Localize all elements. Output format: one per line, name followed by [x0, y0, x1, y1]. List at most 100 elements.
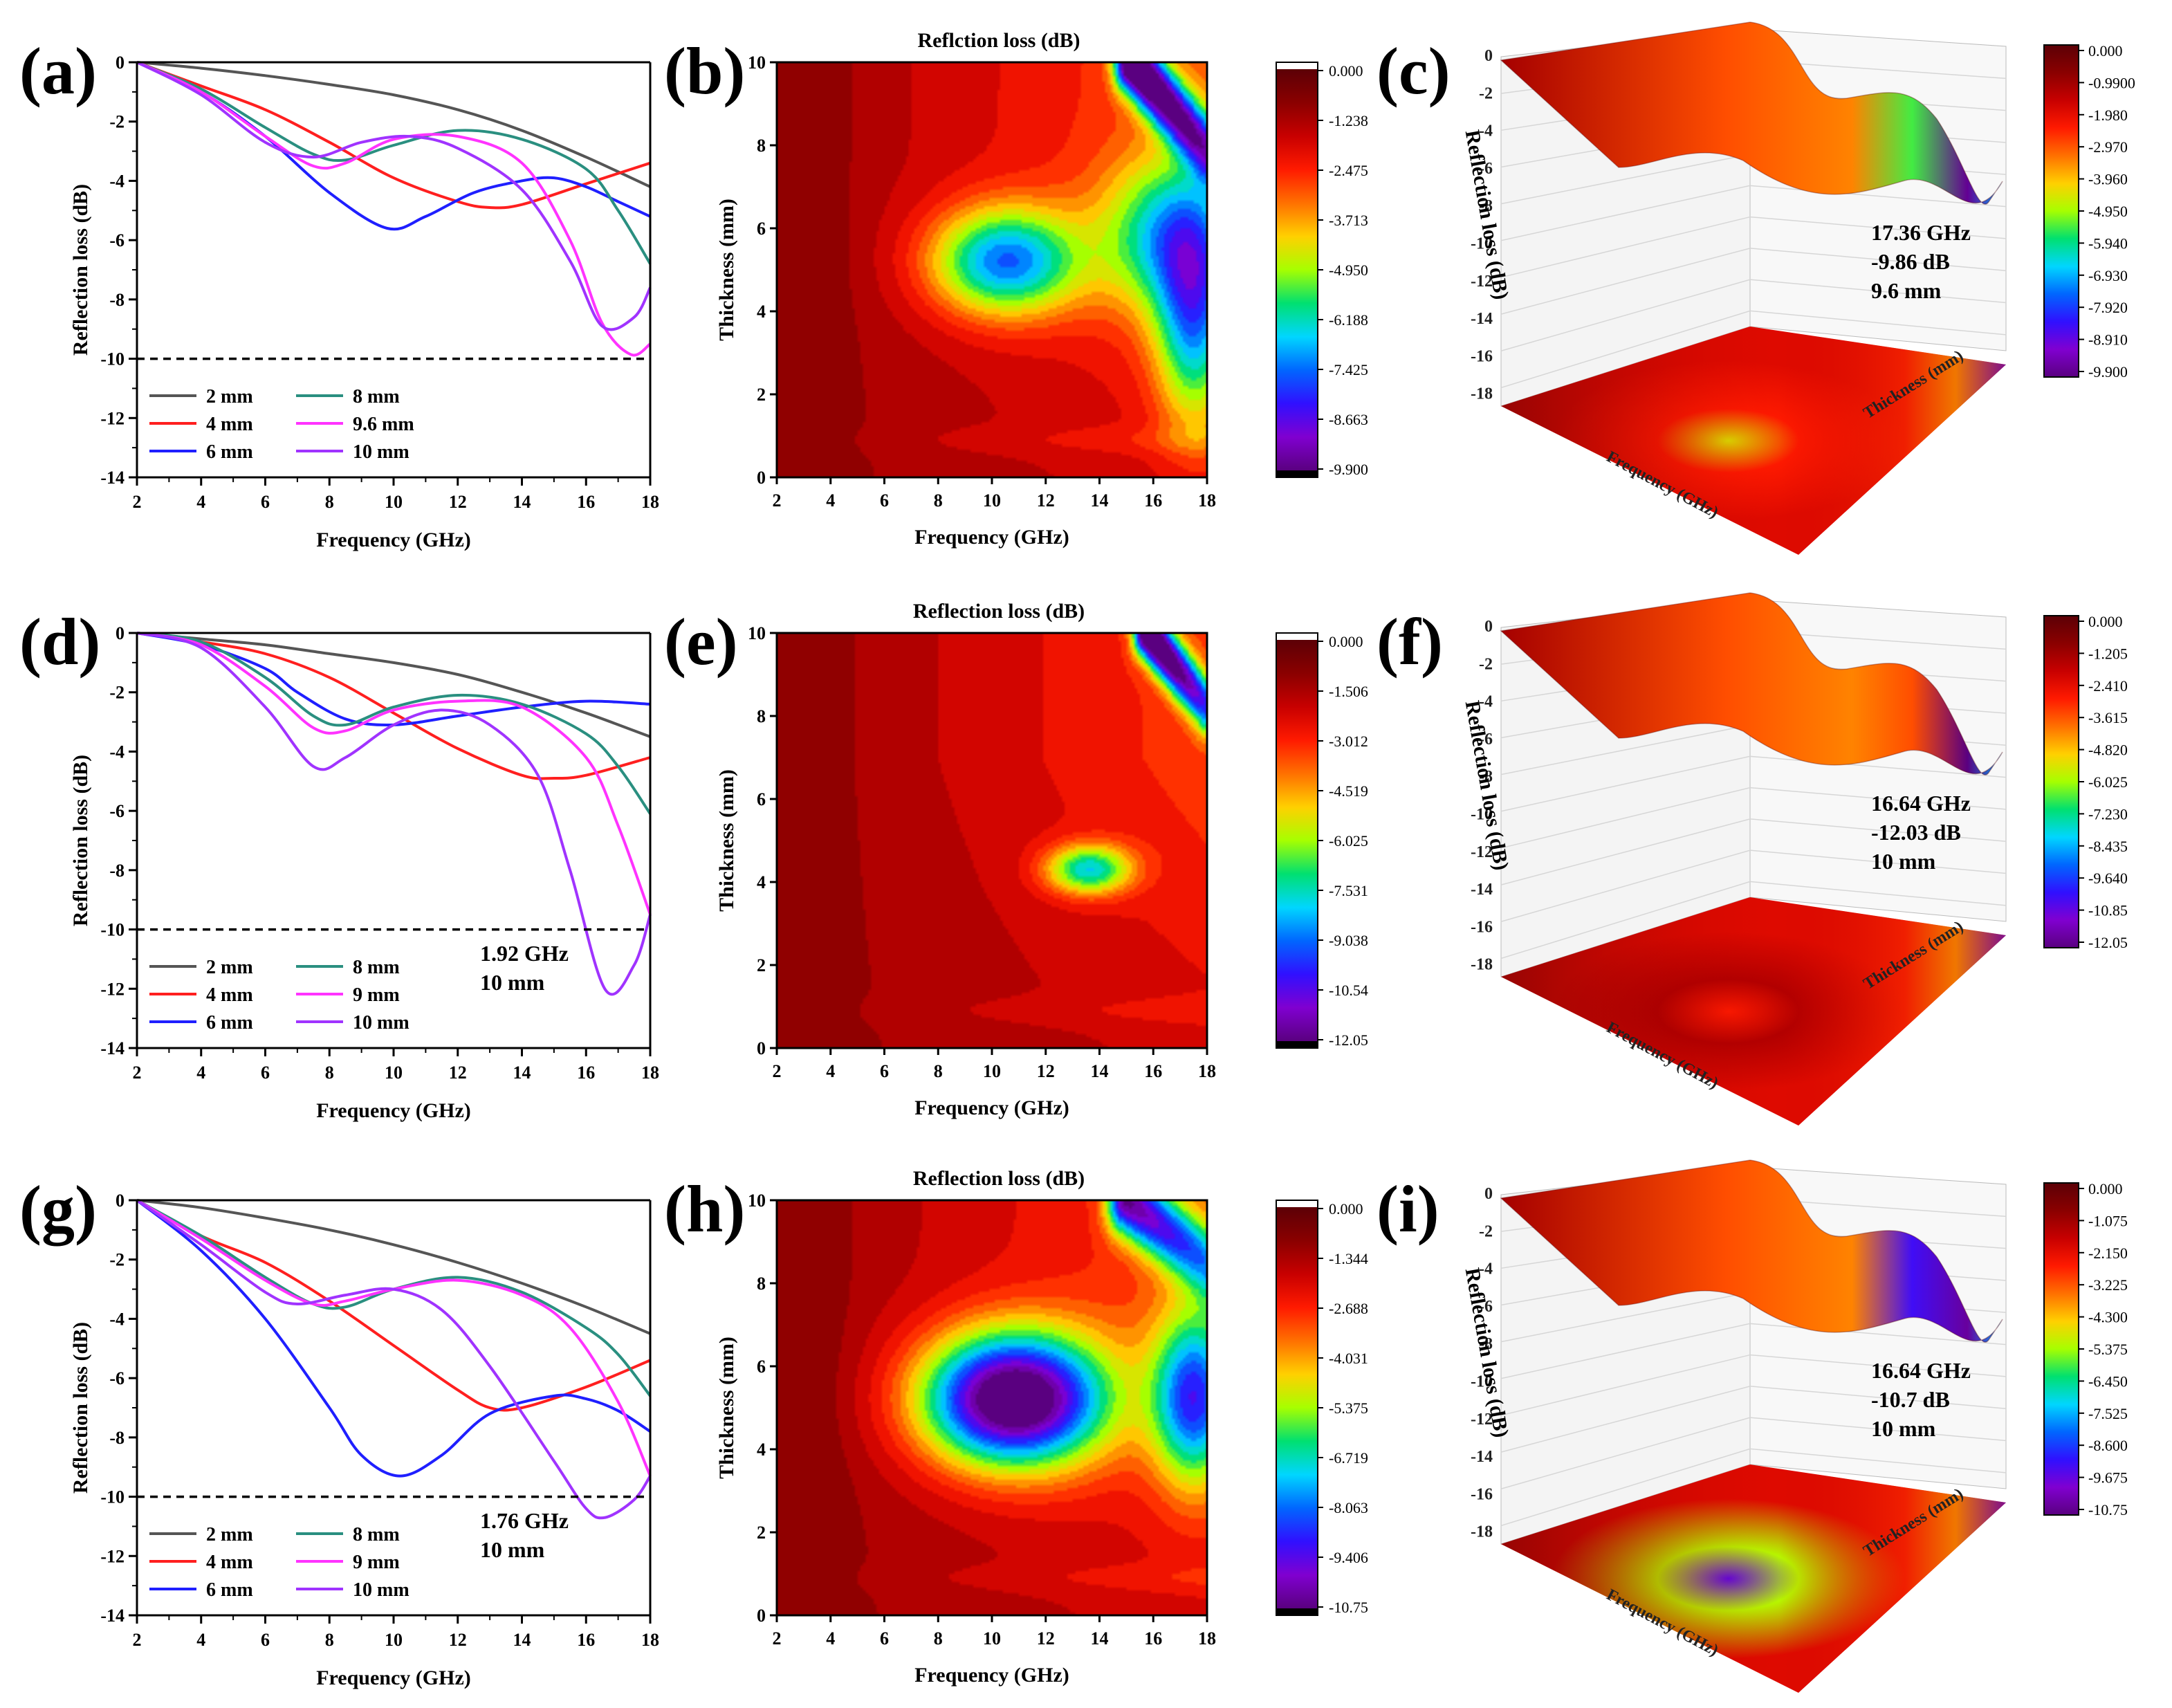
z-tick-label: -16 — [1471, 918, 1493, 936]
y-tick-label: 6 — [757, 789, 766, 809]
x-tick-label: 8 — [934, 1628, 943, 1649]
z-tick-label: -18 — [1471, 956, 1493, 974]
y-tick-label: 10 — [748, 623, 766, 643]
z-tick-label: -8 — [1479, 1335, 1493, 1353]
legend-label: 6 mm — [206, 1012, 253, 1034]
y-tick-label: 10 — [748, 53, 766, 73]
x-tick-label: 18 — [1198, 490, 1216, 511]
series-line-8-mm — [136, 61, 652, 265]
y-tick-label: -12 — [100, 408, 125, 428]
legend: 2 mm 4 mm 6 mm 8 mm 9 mm 10 mm — [149, 957, 409, 1034]
series-line-8-mm — [136, 632, 652, 815]
colorbar-tick-label: -5.375 — [2088, 1341, 2128, 1358]
y-tick-label: 0 — [116, 53, 125, 73]
peak-annotation: -10.7 dB — [1871, 1387, 1950, 1412]
grid-line — [1500, 185, 2007, 241]
heatmap-h: (h) Reflection loss (dB)2 4 6 8 10 12 14 16 18024… — [664, 1167, 1216, 1687]
colorbar-tick-label: -2.150 — [2088, 1245, 2128, 1262]
colorbar-b: 0.000 -1.238 -2.475 -3.713 -4.950 -6.188 -7.42… — [1276, 62, 1368, 478]
grid-line — [1500, 1354, 2007, 1416]
legend-label: 9 mm — [353, 1552, 400, 1573]
z-tick-label: -10 — [1471, 1373, 1493, 1391]
line-chart-d: (d) 2 4 6 8 10 12 14 16 18 0 -2 -4 -6 -8 -10 -12 -14 Frequ… — [19, 605, 659, 1122]
x-axis-label: Frequency (GHz) — [914, 1096, 1069, 1119]
y-tick-label: -14 — [100, 1606, 125, 1626]
y-axis-label: Thickness (mm) — [715, 199, 738, 341]
colorbar-tick-label: -10.85 — [2088, 902, 2128, 919]
x-tick-label: 16 — [1144, 1061, 1162, 1081]
colorbar-tick-label: -8.663 — [1329, 411, 1368, 428]
colorbar-tick-label: -0.9900 — [2088, 74, 2135, 91]
x-tick-label: 16 — [1144, 1628, 1162, 1649]
rl-surface — [1500, 1159, 2003, 1343]
y-tick-label: -6 — [109, 801, 125, 821]
x-tick-label: 2 — [773, 1628, 782, 1649]
legend-label: 9 mm — [353, 984, 400, 1006]
x-tick-label: 2 — [773, 490, 782, 511]
y-tick-label: -14 — [100, 1038, 125, 1058]
rl-surface — [1500, 592, 2003, 775]
colorbar-strip — [1276, 640, 1318, 1041]
z-tick-label: -14 — [1471, 881, 1493, 899]
z-tick-label: -18 — [1471, 1523, 1493, 1541]
series-line-2-mm — [136, 1199, 651, 1335]
legend-label: 10 mm — [353, 1579, 409, 1601]
colorbar-tick-label: -1.506 — [1329, 683, 1368, 700]
y-tick-label: 6 — [757, 219, 766, 239]
x-tick-label: 6 — [261, 1063, 270, 1083]
colorbar-tick-label: -3.960 — [2088, 171, 2128, 188]
y-tick-label: -2 — [109, 683, 125, 703]
colorbar-tick-label: -6.025 — [1329, 832, 1368, 850]
z-tick-label: -10 — [1471, 235, 1493, 253]
panel-label: (i) — [1377, 1172, 1439, 1246]
y-tick-label: -6 — [109, 230, 125, 250]
panel-label: (e) — [664, 605, 738, 679]
peak-annotation: 16.64 GHz — [1871, 1358, 1971, 1383]
colorbar-tick-label: -10.54 — [1329, 982, 1368, 999]
grid-line — [1500, 310, 2007, 389]
z-tick-label: -14 — [1471, 1448, 1493, 1466]
y-tick-label: 4 — [757, 872, 766, 892]
x-tick-label: 4 — [826, 490, 835, 511]
z-tick-label: -10 — [1471, 806, 1493, 824]
y-tick-label: 0 — [116, 623, 125, 643]
legend-label: 9.6 mm — [353, 414, 414, 435]
x-tick-label: 12 — [449, 492, 467, 512]
colorbar-tick-label: -8.063 — [1329, 1499, 1368, 1516]
x-tick-label: 6 — [880, 1628, 889, 1649]
y-tick-label: -4 — [109, 742, 125, 762]
y-tick-label: 0 — [757, 468, 766, 488]
peak-annotation: -12.03 dB — [1871, 820, 1961, 845]
y-tick-label: -2 — [109, 112, 125, 132]
series-line-4-mm — [136, 632, 651, 780]
panel-label: (d) — [19, 605, 100, 679]
heatmap-raster — [777, 633, 1207, 1048]
x-tick-label: 2 — [133, 1630, 142, 1650]
colorbar-tick-label: -2.970 — [2088, 138, 2128, 156]
y-tick-label: 8 — [757, 706, 766, 726]
y-tick-label: -8 — [109, 290, 125, 310]
y-tick-label: 8 — [757, 136, 766, 156]
heatmap-raster — [777, 62, 1207, 477]
z-tick-label: -12 — [1471, 1411, 1493, 1429]
grid-line — [1500, 850, 2007, 922]
colorbar-tick-label: -12.05 — [1329, 1031, 1368, 1049]
grid-line — [1500, 279, 2007, 351]
legend: 2 mm 4 mm 6 mm 8 mm 9 mm 10 mm — [149, 1524, 409, 1601]
legend-label: 6 mm — [206, 441, 253, 463]
colorbar-tick-label: -2.475 — [1329, 162, 1368, 179]
y-tick-label: 2 — [757, 1523, 766, 1543]
colorbar-tick-label: -4.300 — [2088, 1309, 2128, 1326]
series-line-9-mm — [136, 1199, 652, 1477]
x-tick-label: 14 — [1091, 1061, 1109, 1081]
colorbar-tick-label: -3.012 — [1329, 733, 1368, 750]
colorbar-tick-label: -6.719 — [1329, 1449, 1368, 1467]
colorbar-cap-bottom — [1276, 1608, 1318, 1615]
colorbar-e: 0.000 -1.506 -3.012 -4.519 -6.025 -7.531 -9.03… — [1276, 632, 1368, 1049]
y-axis-label: Thickness (mm) — [715, 769, 738, 912]
y-tick-label: 0 — [116, 1191, 125, 1211]
colorbar-3d-c: 0.000 -0.9900 -1.980 -2.970 -3.960 -4.950 -5.9… — [2043, 42, 2135, 380]
colorbar-tick-label: 0.000 — [2088, 1180, 2123, 1197]
series-line-9-mm — [136, 632, 652, 915]
